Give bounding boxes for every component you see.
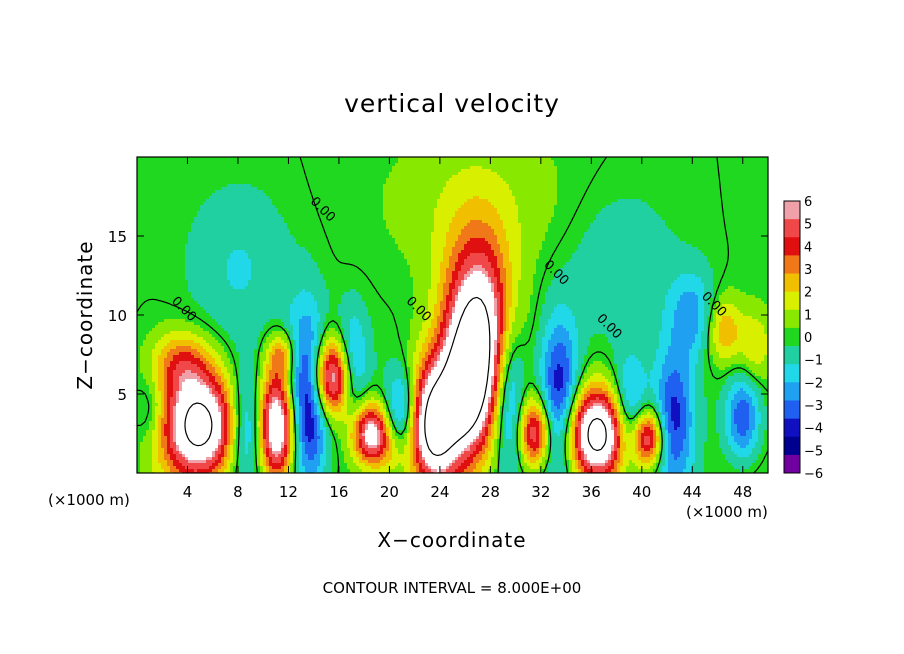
colorbar-label: 3 — [804, 263, 812, 278]
colorbar-label: −3 — [804, 399, 823, 414]
x-tick-label: 28 — [481, 483, 500, 501]
y-tick-label: 10 — [108, 307, 127, 325]
x-tick-label: 24 — [430, 483, 449, 501]
colorbar-label: 5 — [804, 218, 812, 233]
colorbar-swatch — [784, 437, 800, 455]
x-tick-label: 32 — [531, 483, 550, 501]
x-unit-right: (×1000 m) — [686, 503, 768, 521]
colorbar-swatch — [784, 237, 800, 255]
y-tick-label: 15 — [108, 228, 127, 246]
colorbar-swatch — [784, 255, 800, 273]
x-unit-left: (×1000 m) — [48, 491, 130, 509]
chart-title: vertical velocity — [344, 89, 560, 118]
x-tick-label: 40 — [632, 483, 651, 501]
y-axis-label: Z−coordinate — [73, 240, 97, 389]
x-tick-label: 48 — [733, 483, 752, 501]
colorbar-label: 0 — [804, 331, 812, 346]
contour-interval-note: CONTOUR INTERVAL = 8.000E+00 — [323, 579, 582, 597]
x-tick-label: 4 — [183, 483, 193, 501]
x-tick-label: 12 — [279, 483, 298, 501]
colorbar-swatch — [784, 201, 800, 219]
x-tick-label: 16 — [329, 483, 348, 501]
x-tick-label: 44 — [683, 483, 702, 501]
colorbar-swatch — [784, 346, 800, 364]
colorbar-label: 1 — [804, 308, 812, 323]
colorbar-label: −4 — [804, 422, 823, 437]
x-tick-label: 36 — [582, 483, 601, 501]
colorbar-label: −5 — [804, 444, 823, 459]
colorbar-label: 4 — [804, 240, 812, 255]
colorbar-label: −6 — [804, 467, 823, 482]
velocity-field — [137, 157, 771, 476]
x-tick-label: 20 — [380, 483, 399, 501]
colorbar-swatch — [784, 400, 800, 418]
colorbar-swatch — [784, 274, 800, 292]
colorbar-label: 6 — [804, 195, 812, 210]
colorbar-swatch — [784, 310, 800, 328]
colorbar: 6 5 4 3 2 1 0 −1 −2 −3 −4 −5 −6 — [784, 195, 823, 482]
colorbar-swatch — [784, 382, 800, 400]
colorbar-label: −1 — [804, 354, 823, 369]
y-tick-label: 5 — [117, 386, 127, 404]
colorbar-swatch — [784, 219, 800, 237]
colorbar-swatch — [784, 364, 800, 382]
colorbar-label: 2 — [804, 286, 812, 301]
colorbar-swatch — [784, 292, 800, 310]
colorbar-swatch — [784, 455, 800, 473]
colorbar-label: −2 — [804, 376, 823, 391]
colorbar-swatch — [784, 328, 800, 346]
x-tick-label: 8 — [233, 483, 243, 501]
x-axis-label: X−coordinate — [377, 528, 526, 552]
colorbar-swatch — [784, 419, 800, 437]
